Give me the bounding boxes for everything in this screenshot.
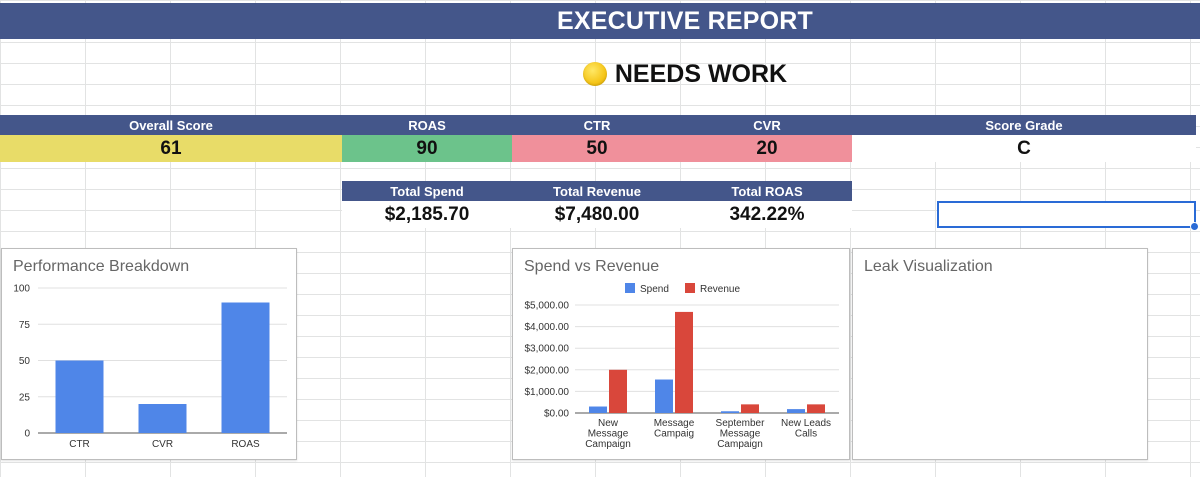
ctr-score-value-text: 50 bbox=[586, 137, 608, 159]
y-tick-label: $1,000.00 bbox=[525, 387, 570, 398]
total-revenue-header[interactable]: Total Revenue bbox=[512, 181, 682, 201]
performance-breakdown-chart[interactable]: Performance Breakdown 0 25 50 75 100 CTR CVR RO… bbox=[1, 248, 297, 460]
x-tick-label: CTR bbox=[69, 439, 90, 450]
ctr-header-label: CTR bbox=[583, 117, 611, 133]
total-spend-header-label: Total Spend bbox=[390, 183, 464, 199]
bar-revenue[interactable] bbox=[741, 404, 759, 413]
bar-ctr[interactable] bbox=[55, 360, 104, 434]
x-tick-label: New Leads bbox=[781, 418, 831, 429]
y-tick-label: $0.00 bbox=[544, 409, 569, 420]
x-tick-label: Campaign bbox=[717, 439, 763, 450]
total-spend-header[interactable]: Total Spend bbox=[342, 181, 512, 201]
bar-spend[interactable] bbox=[655, 379, 673, 413]
roas-header-label: ROAS bbox=[408, 117, 446, 133]
y-tick-label: $2,000.00 bbox=[525, 365, 570, 376]
score-grade-value-text: C bbox=[1017, 137, 1031, 159]
y-tick-label: $3,000.00 bbox=[525, 344, 570, 355]
report-title: EXECUTIVE REPORT bbox=[556, 6, 814, 35]
bar-spend[interactable] bbox=[787, 409, 805, 413]
cvr-score-value-text: 20 bbox=[756, 137, 778, 159]
y-tick-label: 100 bbox=[13, 284, 30, 295]
spend-vs-revenue-svg: $0.00 $1,000.00 $2,000.00 $3,000.00 $4,000.0… bbox=[525, 283, 839, 450]
status-label: NEEDS WORK bbox=[614, 59, 788, 88]
legend-swatch bbox=[625, 283, 635, 293]
total-revenue-value-text: $7,480.00 bbox=[554, 203, 640, 225]
y-tick-label: $4,000.00 bbox=[525, 322, 570, 333]
bar-revenue[interactable] bbox=[807, 404, 825, 413]
overall-score-value[interactable]: 61 bbox=[0, 135, 342, 162]
x-tick-label: ROAS bbox=[231, 439, 260, 450]
y-tick-label: 25 bbox=[19, 392, 31, 403]
y-tick-label: 50 bbox=[19, 356, 31, 367]
report-title-bar: EXECUTIVE REPORT bbox=[0, 3, 1200, 39]
score-grade-header[interactable]: Score Grade bbox=[852, 115, 1196, 135]
total-spend-value-text: $2,185.70 bbox=[384, 203, 470, 225]
total-roas-value-text: 342.22% bbox=[729, 203, 805, 225]
chart-title: Performance Breakdown bbox=[13, 258, 190, 275]
overall-score-header[interactable]: Overall Score bbox=[0, 115, 342, 135]
y-tick-label: 75 bbox=[19, 320, 31, 331]
total-roas-header[interactable]: Total ROAS bbox=[682, 181, 852, 201]
x-tick-label: New bbox=[598, 418, 619, 429]
leak-visualization-chart[interactable]: Leak Visualization bbox=[852, 248, 1148, 460]
bar-cvr[interactable] bbox=[138, 404, 187, 433]
chart-title: Leak Visualization bbox=[864, 258, 993, 275]
y-tick-label: 0 bbox=[24, 429, 30, 440]
cvr-header[interactable]: CVR bbox=[682, 115, 852, 135]
roas-score-value-text: 90 bbox=[416, 137, 438, 159]
overall-score-value-text: 61 bbox=[160, 137, 182, 159]
cvr-score-value[interactable]: 20 bbox=[682, 135, 852, 162]
cvr-header-label: CVR bbox=[753, 117, 781, 133]
ctr-score-value[interactable]: 50 bbox=[512, 135, 682, 162]
y-tick-label: $5,000.00 bbox=[525, 301, 570, 312]
x-tick-label: Message bbox=[720, 429, 761, 440]
roas-header[interactable]: ROAS bbox=[342, 115, 512, 135]
total-revenue-header-label: Total Revenue bbox=[553, 183, 641, 199]
overall-score-header-label: Overall Score bbox=[129, 117, 213, 133]
bar-revenue[interactable] bbox=[675, 311, 693, 413]
bar-roas[interactable] bbox=[221, 302, 270, 434]
spend-vs-revenue-chart[interactable]: Spend vs Revenue $0.00 $1,000.00 $2,000.00… bbox=[512, 248, 850, 460]
bar-revenue[interactable] bbox=[609, 369, 627, 413]
chart-title: Spend vs Revenue bbox=[524, 258, 660, 275]
x-tick-label: Campaign bbox=[585, 439, 631, 450]
total-spend-value[interactable]: $2,185.70 bbox=[342, 201, 512, 228]
performance-breakdown-svg: 0 25 50 75 100 CTR CVR ROAS bbox=[13, 284, 287, 450]
legend-label: Spend bbox=[640, 284, 669, 295]
x-tick-label: September bbox=[716, 418, 766, 429]
score-grade-value[interactable]: C bbox=[852, 135, 1196, 162]
x-tick-label: Calls bbox=[795, 429, 817, 440]
x-tick-label: Message bbox=[588, 429, 629, 440]
selected-cell[interactable] bbox=[937, 201, 1199, 231]
bar-spend[interactable] bbox=[589, 406, 607, 413]
yellow-circle-icon bbox=[582, 62, 607, 86]
x-tick-label: Message bbox=[654, 418, 695, 429]
bar-spend[interactable] bbox=[721, 411, 739, 413]
legend-label: Revenue bbox=[700, 284, 740, 295]
x-tick-label: Campaig bbox=[654, 429, 694, 440]
total-revenue-value[interactable]: $7,480.00 bbox=[512, 201, 682, 228]
ctr-header[interactable]: CTR bbox=[512, 115, 682, 135]
status-row: NEEDS WORK bbox=[0, 56, 1200, 92]
roas-score-value[interactable]: 90 bbox=[342, 135, 512, 162]
score-grade-header-label: Score Grade bbox=[985, 117, 1063, 133]
total-roas-header-label: Total ROAS bbox=[731, 183, 803, 199]
fill-handle[interactable] bbox=[1190, 222, 1199, 231]
legend-swatch bbox=[685, 283, 695, 293]
x-tick-label: CVR bbox=[152, 439, 173, 450]
total-roas-value[interactable]: 342.22% bbox=[682, 201, 852, 228]
